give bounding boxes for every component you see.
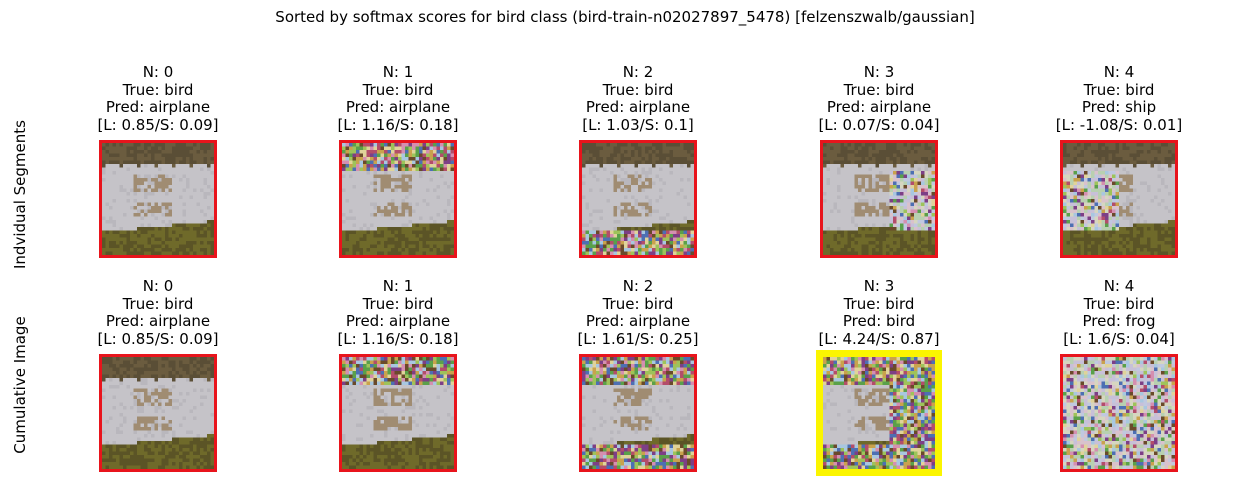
row-label-individual-segments: Indvidual Segments — [11, 120, 29, 269]
panel-title-pred: Pred: airplane — [345, 312, 451, 330]
panel-title: N: 1 True: bird Pred: airplane [L: 1.16/S: … — [278, 277, 518, 348]
segmented-bird-image — [342, 357, 454, 469]
panel-title-pred: Pred: airplane — [345, 98, 451, 116]
panel-title-n: N: 2 — [622, 277, 654, 295]
panel-r1-c0: N: 0 True: bird Pred: airplane [L: 0.85/S: … — [38, 277, 278, 348]
panel-title-scores: [L: 4.24/S: 0.87] — [818, 329, 940, 348]
panel-title-pred: Pred: airplane — [826, 98, 932, 116]
panel-title-scores: [L: 0.07/S: 0.04] — [818, 115, 940, 134]
segmented-bird-image — [582, 143, 694, 255]
panel-title-n: N: 1 — [382, 63, 414, 81]
panel-title-scores: [L: -1.08/S: 0.01] — [1055, 115, 1183, 134]
panel-title-pred: Pred: frog — [1082, 312, 1156, 330]
panel-title-true: True: bird — [602, 80, 674, 99]
panel-title: N: 3 True: bird Pred: bird [L: 4.24/S: 0.87… — [759, 277, 999, 348]
panel-title-n: N: 3 — [863, 277, 895, 295]
panel-title-scores: [L: 1.16/S: 0.18] — [337, 115, 459, 134]
panel-r0-c1: N: 1 True: bird Pred: airplane [L: 1.16/S: … — [278, 63, 518, 134]
panel-r1-c2: N: 2 True: bird Pred: airplane [L: 1.61/S: … — [518, 277, 758, 348]
image-frame — [1060, 354, 1178, 472]
panel-title-n: N: 3 — [863, 63, 895, 81]
panel-title-scores: [L: 0.85/S: 0.09] — [97, 115, 219, 134]
image-frame — [820, 140, 938, 258]
image-frame — [99, 354, 217, 472]
segmented-bird-image — [1063, 143, 1175, 255]
panel-title-true: True: bird — [122, 80, 194, 99]
panel-title-true: True: bird — [843, 80, 915, 99]
row-label-cumulative-image: Cumulative Image — [11, 316, 29, 454]
panel-title: N: 4 True: bird Pred: frog [L: 1.6/S: 0.04] — [999, 277, 1239, 348]
panel-title-true: True: bird — [602, 294, 674, 313]
panel-title-n: N: 4 — [1103, 277, 1135, 295]
image-frame — [99, 140, 217, 258]
panel-title-scores: [L: 1.16/S: 0.18] — [337, 329, 459, 348]
panel-title-n: N: 0 — [142, 63, 174, 81]
segmented-bird-image — [102, 357, 214, 469]
panel-r1-c1: N: 1 True: bird Pred: airplane [L: 1.16/S: … — [278, 277, 518, 348]
panel-title-n: N: 2 — [622, 63, 654, 81]
panel-title-pred: Pred: ship — [1081, 98, 1157, 116]
image-frame — [1060, 140, 1178, 258]
figure-title: Sorted by softmax scores for bird class … — [275, 8, 975, 26]
panel-title-true: True: bird — [362, 294, 434, 313]
panel-r1-c3: N: 3 True: bird Pred: bird [L: 4.24/S: 0.87… — [759, 277, 999, 348]
panel-title-true: True: bird — [362, 80, 434, 99]
panel-r0-c2: N: 2 True: bird Pred: airplane [L: 1.03/S: … — [518, 63, 758, 134]
segmented-bird-image — [102, 143, 214, 255]
panel-title-pred: Pred: airplane — [105, 98, 211, 116]
panel-title-pred: Pred: bird — [842, 312, 916, 330]
segmented-bird-image — [823, 143, 935, 255]
panel-title-scores: [L: 1.03/S: 0.1] — [582, 115, 694, 134]
panel-title: N: 3 True: bird Pred: airplane [L: 0.07/S: … — [759, 63, 999, 134]
panel-title-true: True: bird — [843, 294, 915, 313]
panel-r0-c4: N: 4 True: bird Pred: ship [L: -1.08/S: 0.0… — [999, 63, 1239, 134]
segmented-bird-image — [1063, 357, 1175, 469]
panel-title: N: 2 True: bird Pred: airplane [L: 1.61/S: … — [518, 277, 758, 348]
panel-title: N: 2 True: bird Pred: airplane [L: 1.03/S: … — [518, 63, 758, 134]
image-frame — [579, 354, 697, 472]
panel-title-scores: [L: 1.6/S: 0.04] — [1063, 329, 1175, 348]
image-frame — [339, 354, 457, 472]
image-frame — [579, 140, 697, 258]
panel-title-true: True: bird — [1083, 294, 1155, 313]
segmented-bird-image — [582, 357, 694, 469]
panel-title: N: 4 True: bird Pred: ship [L: -1.08/S: 0.0… — [999, 63, 1239, 134]
panel-title-scores: [L: 1.61/S: 0.25] — [577, 329, 699, 348]
highlighted-image-frame — [816, 350, 942, 476]
panel-r0-c3: N: 3 True: bird Pred: airplane [L: 0.07/S: … — [759, 63, 999, 134]
panel-title: N: 0 True: bird Pred: airplane [L: 0.85/S: … — [38, 63, 278, 134]
panel-title-pred: Pred: airplane — [585, 312, 691, 330]
panel-title-true: True: bird — [122, 294, 194, 313]
panel-title-n: N: 0 — [142, 277, 174, 295]
panel-r0-c0: N: 0 True: bird Pred: airplane [L: 0.85/S: … — [38, 63, 278, 134]
panel-title-n: N: 4 — [1103, 63, 1135, 81]
image-frame — [339, 140, 457, 258]
panel-title-true: True: bird — [1083, 80, 1155, 99]
segmented-bird-image — [823, 357, 935, 469]
panel-title-pred: Pred: airplane — [105, 312, 211, 330]
panel-title: N: 1 True: bird Pred: airplane [L: 1.16/S: … — [278, 63, 518, 134]
panel-title: N: 0 True: bird Pred: airplane [L: 0.85/S: … — [38, 277, 278, 348]
panel-r1-c4: N: 4 True: bird Pred: frog [L: 1.6/S: 0.04] — [999, 277, 1239, 348]
panel-title-n: N: 1 — [382, 277, 414, 295]
segmented-bird-image — [342, 143, 454, 255]
panel-title-pred: Pred: airplane — [585, 98, 691, 116]
panel-title-scores: [L: 0.85/S: 0.09] — [97, 329, 219, 348]
